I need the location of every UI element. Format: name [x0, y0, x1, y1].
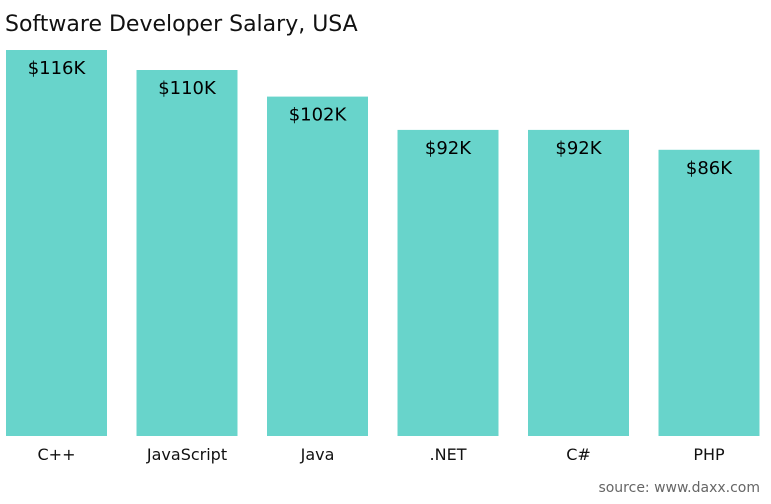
source-note: source: www.daxx.com — [598, 480, 760, 496]
category-label-3: .NET — [430, 445, 467, 464]
category-label-0: C++ — [38, 445, 76, 464]
bar-5 — [658, 149, 760, 437]
data-label-3: $92K — [425, 138, 472, 159]
data-label-0: $116K — [28, 58, 87, 79]
bar-0 — [6, 50, 107, 436]
data-label-2: $102K — [289, 105, 348, 126]
chart-title: Software Developer Salary, USA — [5, 12, 358, 37]
category-label-1: JavaScript — [146, 445, 227, 464]
bar-1 — [136, 70, 238, 436]
data-label-5: $86K — [686, 158, 733, 179]
category-label-4: C# — [566, 445, 591, 464]
bar-3 — [397, 129, 499, 436]
data-label-1: $110K — [158, 78, 217, 99]
category-label-5: PHP — [693, 445, 725, 464]
bar-4 — [528, 129, 629, 436]
data-label-4: $92K — [555, 138, 602, 159]
category-label-2: Java — [300, 445, 335, 464]
bar-2 — [267, 96, 368, 436]
